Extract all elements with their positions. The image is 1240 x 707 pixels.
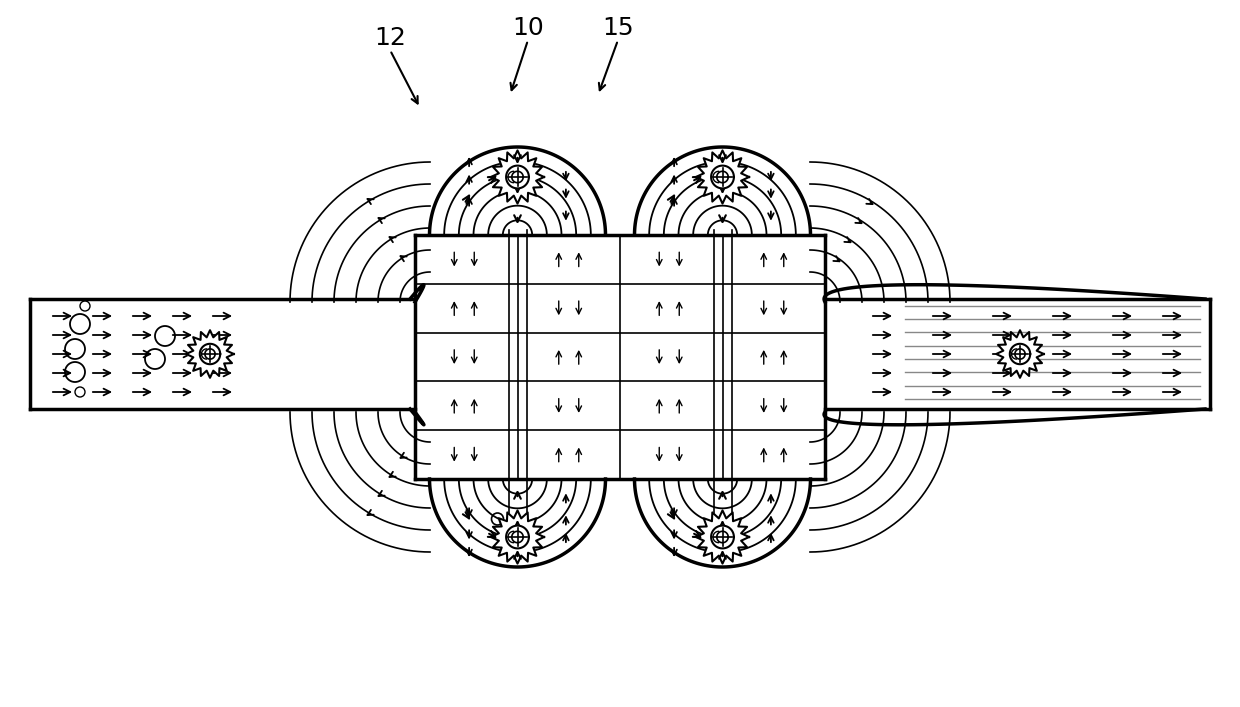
Text: 10: 10 bbox=[512, 16, 544, 40]
Text: 12: 12 bbox=[374, 26, 405, 50]
Polygon shape bbox=[506, 165, 529, 188]
Polygon shape bbox=[491, 151, 544, 204]
Polygon shape bbox=[200, 344, 221, 364]
Polygon shape bbox=[711, 165, 734, 188]
Polygon shape bbox=[696, 151, 749, 204]
Polygon shape bbox=[696, 510, 749, 563]
Polygon shape bbox=[186, 330, 234, 378]
Polygon shape bbox=[996, 330, 1044, 378]
Polygon shape bbox=[506, 525, 529, 549]
Text: 15: 15 bbox=[603, 16, 634, 40]
Polygon shape bbox=[1009, 344, 1030, 364]
Polygon shape bbox=[491, 510, 544, 563]
Polygon shape bbox=[711, 525, 734, 549]
